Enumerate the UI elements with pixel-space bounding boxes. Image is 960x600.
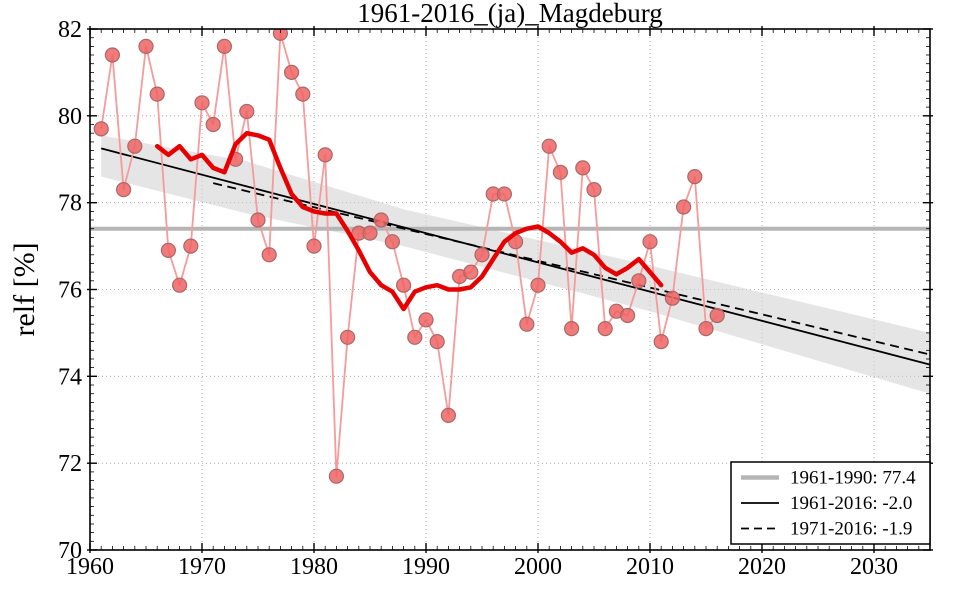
legend-label: 1961-2016: -2.0: [790, 493, 912, 514]
data-point: [664, 290, 681, 306]
data-point: [373, 212, 389, 228]
data-point: [216, 38, 232, 55]
x-tick-label: 1980: [290, 554, 338, 580]
x-tick-label: 2030: [850, 554, 898, 580]
data-point: [429, 334, 445, 350]
data-point: [530, 277, 546, 293]
data-point: [418, 312, 434, 328]
data-point: [396, 277, 412, 293]
data-point: [698, 321, 714, 337]
data-point: [127, 138, 143, 154]
data-point: [239, 103, 255, 120]
data-point: [328, 468, 344, 484]
data-point: [474, 247, 490, 263]
data-point: [183, 238, 199, 254]
y-tick-label: 76: [58, 278, 82, 304]
x-tick-label: 1990: [402, 554, 450, 580]
y-tick-label: 78: [58, 191, 82, 217]
data-point: [597, 321, 613, 337]
annual-series: [93, 29, 725, 484]
chart-title: 1961-2016_(ja)_Magdeburg: [357, 0, 662, 28]
x-tick-label: 2010: [626, 554, 674, 580]
trend-line-1961-2016: [100, 147, 931, 366]
x-tick-label: 2000: [514, 554, 562, 580]
data-point: [205, 116, 221, 133]
y-axis-label: relf [%]: [8, 242, 41, 336]
data-point: [407, 329, 423, 345]
data-point: [149, 86, 165, 102]
data-point: [440, 407, 456, 423]
data-point: [631, 273, 647, 289]
data-point: [306, 238, 322, 254]
data-point: [250, 212, 266, 228]
data-point: [675, 199, 692, 215]
x-tick-label: 1970: [178, 554, 226, 580]
data-point: [653, 334, 669, 350]
data-point: [194, 95, 210, 111]
x-tick-label: 2020: [738, 554, 786, 580]
data-point: [284, 64, 300, 81]
data-point: [586, 182, 602, 198]
data-point: [687, 169, 703, 185]
data-point: [115, 182, 132, 198]
y-tick-label: 82: [58, 17, 82, 43]
data-point: [463, 264, 479, 280]
smoothed-line: [154, 130, 664, 312]
legend-label: 1961-1990: 77.4: [790, 468, 916, 489]
data-point: [619, 307, 636, 324]
data-point: [575, 160, 591, 176]
data-point: [552, 164, 569, 180]
data-point: [563, 321, 580, 337]
data-point: [261, 247, 277, 263]
data-point: [317, 147, 333, 163]
data-point: [93, 121, 109, 137]
data-point: [272, 29, 288, 41]
ticks: [87, 26, 933, 553]
data-point: [160, 242, 176, 258]
data-point: [138, 38, 154, 55]
data-point: [642, 234, 658, 250]
data-point: [340, 329, 356, 345]
data-point: [384, 234, 400, 250]
data-point: [541, 138, 557, 154]
legend-label: 1971-2016: -1.9: [790, 519, 912, 540]
y-tick-label: 80: [58, 104, 82, 130]
data-point: [172, 277, 188, 293]
data-point: [295, 86, 311, 102]
tick-labels: 1960 1970 1980 1990 2000 2010 2020 2030 70 72 74 76…: [58, 17, 898, 580]
data-point: [709, 307, 725, 324]
data-point: [496, 186, 512, 202]
legend: 1961-1990: 77.4 1961-2016: -2.0 1971-2016:…: [730, 461, 931, 545]
y-tick-label: 74: [58, 364, 82, 390]
y-tick-label: 72: [58, 451, 82, 477]
data-point: [519, 316, 535, 332]
data-point: [104, 47, 121, 63]
data-point: [362, 225, 378, 241]
confidence-band: [101, 135, 930, 394]
y-tick-label: 70: [58, 538, 82, 564]
x-tick-label: 1960: [66, 554, 114, 580]
